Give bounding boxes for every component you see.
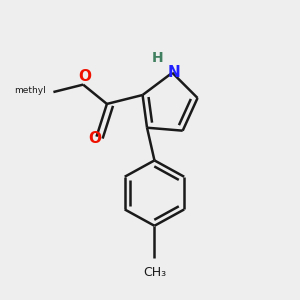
Text: H: H [152,52,164,65]
Text: N: N [167,65,180,80]
Text: O: O [78,69,91,84]
Text: CH₃: CH₃ [143,266,166,279]
Text: methyl: methyl [14,86,46,95]
Text: O: O [88,130,101,146]
